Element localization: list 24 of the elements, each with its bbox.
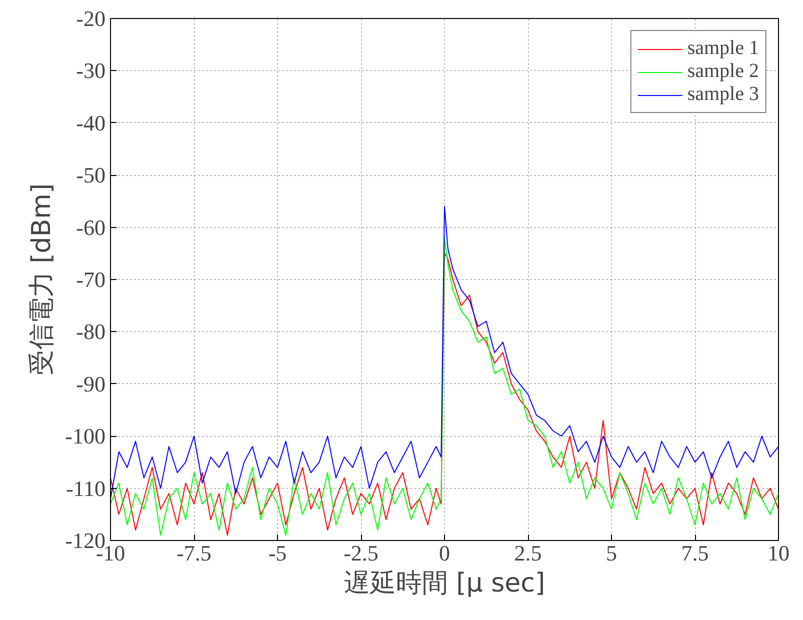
y-tick-label: -30 [76,58,106,84]
y-tick-label: -110 [66,476,106,501]
x-tick-label: -5 [268,540,287,566]
x-axis-title: 遅延時間 [μ sec] [344,568,546,598]
x-tick-label: -2.5 [344,540,378,566]
x-tick-label: 2.5 [514,540,542,566]
y-tick-label: -50 [76,162,106,188]
y-tick-label: -60 [76,214,106,240]
legend-label: sample 1 [687,37,759,60]
y-axis-title: 受信電力 [dBm] [27,183,58,376]
line-series [110,206,778,500]
x-tick-label: 5 [606,540,617,566]
y-tick-label: -40 [76,110,106,136]
legend-label: sample 3 [687,83,759,106]
x-tick-label: 0 [439,540,450,566]
x-tick-label: -7.5 [176,540,212,566]
y-tick-label: -100 [65,424,106,449]
y-tick-label: -20 [76,6,106,31]
y-tick-label: -70 [76,267,106,292]
y-tick-label: -90 [76,371,106,396]
x-tick-label: 10 [768,540,790,566]
x-tick-label: 7.5 [681,540,709,566]
legend-label: sample 2 [687,60,759,83]
y-tick-label: -80 [76,319,106,344]
